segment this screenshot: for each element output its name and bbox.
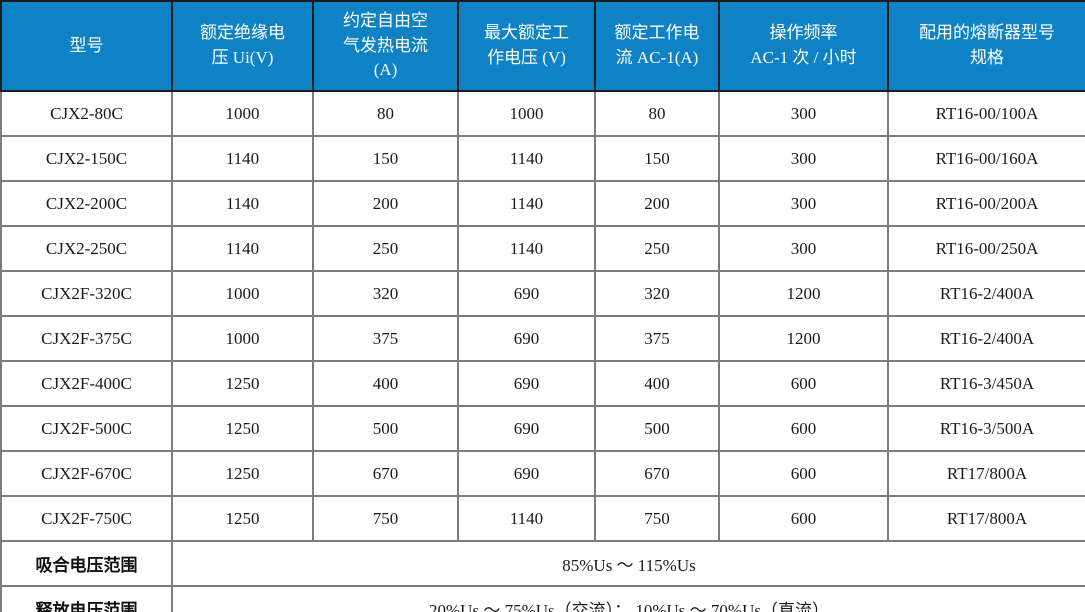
value-cell: 375: [312, 315, 459, 362]
value-cell: 1000: [171, 90, 314, 137]
value-cell: 1250: [171, 360, 314, 407]
column-header: 操作频率 AC-1 次 / 小时: [718, 0, 889, 92]
model-cell: CJX2F-375C: [0, 315, 173, 362]
value-cell: 600: [718, 360, 889, 407]
value-cell: 1200: [718, 270, 889, 317]
column-header: 额定工作电 流 AC-1(A): [594, 0, 720, 92]
value-cell: 400: [312, 360, 459, 407]
value-cell: 670: [594, 450, 720, 497]
value-cell: RT16-2/400A: [887, 270, 1085, 317]
value-cell: 750: [312, 495, 459, 542]
column-header: 型号: [0, 0, 173, 92]
table-row: CJX2F-750C 1250 750 1140 750 600 RT17/800A: [0, 495, 1085, 542]
value-cell: RT16-3/500A: [887, 405, 1085, 452]
value-cell: 1000: [171, 270, 314, 317]
table-row: CJX2F-670C 1250 670 690 670 600 RT17/800A: [0, 450, 1085, 497]
model-cell: CJX2F-320C: [0, 270, 173, 317]
model-cell: CJX2-200C: [0, 180, 173, 227]
footer-row-value: 85%Us ～ 115%Us: [171, 540, 1085, 587]
value-cell: RT16-00/200A: [887, 180, 1085, 227]
value-cell: 320: [312, 270, 459, 317]
value-cell: 1250: [171, 450, 314, 497]
header-row: 型号 额定绝缘电 压 Ui(V) 约定自由空 气发热电流 (A) 最大额定工 作电压 …: [0, 0, 1085, 92]
value-cell: 80: [594, 90, 720, 137]
value-cell: 1200: [718, 315, 889, 362]
value-cell: 300: [718, 90, 889, 137]
value-cell: 690: [457, 315, 596, 362]
value-cell: RT16-3/450A: [887, 360, 1085, 407]
value-cell: 690: [457, 360, 596, 407]
table-row: CJX2-80C 1000 80 1000 80 300 RT16-00/100A: [0, 90, 1085, 137]
value-cell: 600: [718, 405, 889, 452]
value-cell: 1140: [171, 180, 314, 227]
table-body: CJX2-80C 1000 80 1000 80 300 RT16-00/100A CJX2-…: [0, 90, 1085, 612]
model-cell: CJX2F-670C: [0, 450, 173, 497]
value-cell: 300: [718, 225, 889, 272]
model-cell: CJX2F-750C: [0, 495, 173, 542]
footer-row-label: 释放电压范围: [0, 585, 173, 612]
model-cell: CJX2F-400C: [0, 360, 173, 407]
table-row: CJX2-200C 1140 200 1140 200 300 RT16-00/200A: [0, 180, 1085, 227]
value-cell: 600: [718, 450, 889, 497]
footer-row: 释放电压范围 20%Us ～ 75%Us（交流）； 10%Us ～ 70%Us（直…: [0, 585, 1085, 612]
value-cell: 200: [594, 180, 720, 227]
table-row: CJX2F-400C 1250 400 690 400 600 RT16-3/450A: [0, 360, 1085, 407]
table-row: CJX2F-500C 1250 500 690 500 600 RT16-3/500A: [0, 405, 1085, 452]
model-cell: CJX2F-500C: [0, 405, 173, 452]
model-cell: CJX2-250C: [0, 225, 173, 272]
value-cell: 500: [312, 405, 459, 452]
model-cell: CJX2-150C: [0, 135, 173, 182]
value-cell: 250: [312, 225, 459, 272]
value-cell: 250: [594, 225, 720, 272]
value-cell: 400: [594, 360, 720, 407]
value-cell: 1250: [171, 405, 314, 452]
value-cell: 300: [718, 180, 889, 227]
value-cell: 690: [457, 270, 596, 317]
column-header: 约定自由空 气发热电流 (A): [312, 0, 459, 92]
value-cell: 1140: [457, 180, 596, 227]
value-cell: RT16-00/250A: [887, 225, 1085, 272]
value-cell: 1000: [457, 90, 596, 137]
value-cell: 670: [312, 450, 459, 497]
value-cell: 320: [594, 270, 720, 317]
value-cell: 1140: [457, 135, 596, 182]
footer-row-label: 吸合电压范围: [0, 540, 173, 587]
value-cell: 1140: [171, 135, 314, 182]
table-row: CJX2F-320C 1000 320 690 320 1200 RT16-2/400A: [0, 270, 1085, 317]
value-cell: 750: [594, 495, 720, 542]
value-cell: 375: [594, 315, 720, 362]
value-cell: RT17/800A: [887, 495, 1085, 542]
value-cell: 1140: [457, 495, 596, 542]
value-cell: 1250: [171, 495, 314, 542]
value-cell: 500: [594, 405, 720, 452]
value-cell: 150: [312, 135, 459, 182]
column-header: 最大额定工 作电压 (V): [457, 0, 596, 92]
table-row: CJX2-150C 1140 150 1140 150 300 RT16-00/160A: [0, 135, 1085, 182]
value-cell: RT16-2/400A: [887, 315, 1085, 362]
value-cell: 690: [457, 405, 596, 452]
value-cell: RT16-00/100A: [887, 90, 1085, 137]
table-row: CJX2F-375C 1000 375 690 375 1200 RT16-2/400A: [0, 315, 1085, 362]
value-cell: 300: [718, 135, 889, 182]
column-header: 额定绝缘电 压 Ui(V): [171, 0, 314, 92]
value-cell: 690: [457, 450, 596, 497]
value-cell: RT16-00/160A: [887, 135, 1085, 182]
value-cell: RT17/800A: [887, 450, 1085, 497]
model-cell: CJX2-80C: [0, 90, 173, 137]
footer-row: 吸合电压范围 85%Us ～ 115%Us: [0, 540, 1085, 587]
value-cell: 600: [718, 495, 889, 542]
value-cell: 1140: [457, 225, 596, 272]
table-row: CJX2-250C 1140 250 1140 250 300 RT16-00/250A: [0, 225, 1085, 272]
value-cell: 200: [312, 180, 459, 227]
value-cell: 1000: [171, 315, 314, 362]
value-cell: 150: [594, 135, 720, 182]
column-header: 配用的熔断器型号 规格: [887, 0, 1085, 92]
value-cell: 80: [312, 90, 459, 137]
value-cell: 1140: [171, 225, 314, 272]
footer-row-value: 20%Us ～ 75%Us（交流）； 10%Us ～ 70%Us（直流）: [171, 585, 1085, 612]
